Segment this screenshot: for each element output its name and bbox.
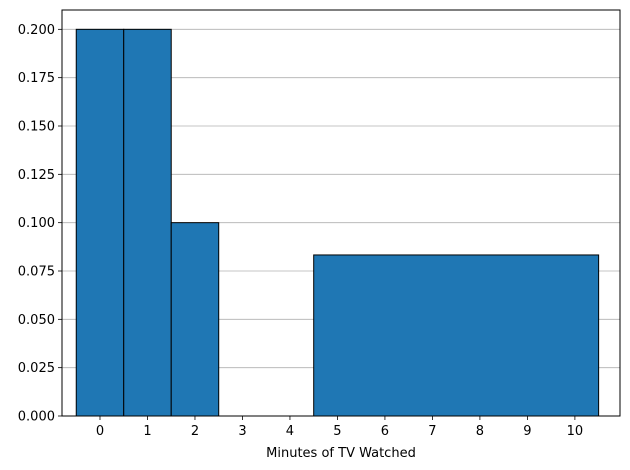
histogram-bar (170, 222, 220, 417)
x-tick-label: 5 (333, 424, 341, 439)
x-tick-label: 6 (381, 424, 389, 439)
x-tick-label: 2 (191, 424, 199, 439)
y-tick-label: 0.150 (18, 120, 55, 135)
plot-frame (61, 9, 621, 417)
ticks: 0.000 0.025 0.050 0.075 0.100 0.125 0.150 0.175… (18, 23, 583, 439)
y-tick-label: 0.075 (18, 265, 55, 280)
histogram-bar (75, 28, 125, 417)
histogram-bar (123, 28, 172, 417)
y-tick-label: 0.050 (18, 313, 55, 328)
x-tick-label: 0 (96, 424, 104, 439)
y-tick-label: 0.000 (18, 410, 55, 425)
histogram-bar (313, 254, 600, 417)
axes (61, 9, 621, 417)
y-tick-label: 0.025 (18, 361, 55, 376)
x-tick-label: 9 (523, 424, 531, 439)
y-tick-label: 0.200 (18, 23, 55, 38)
y-tick-label: 0.175 (18, 71, 55, 86)
bars (75, 28, 600, 417)
x-tick-label: 10 (567, 424, 584, 439)
x-tick-label: 1 (143, 424, 151, 439)
y-tick-label: 0.125 (18, 168, 55, 183)
x-tick-label: 3 (238, 424, 246, 439)
x-axis-label: Minutes of TV Watched (266, 446, 416, 461)
y-tick-label: 0.100 (18, 216, 55, 231)
x-tick-label: 8 (476, 424, 484, 439)
x-tick-label: 7 (428, 424, 436, 439)
x-tick-label: 4 (286, 424, 294, 439)
